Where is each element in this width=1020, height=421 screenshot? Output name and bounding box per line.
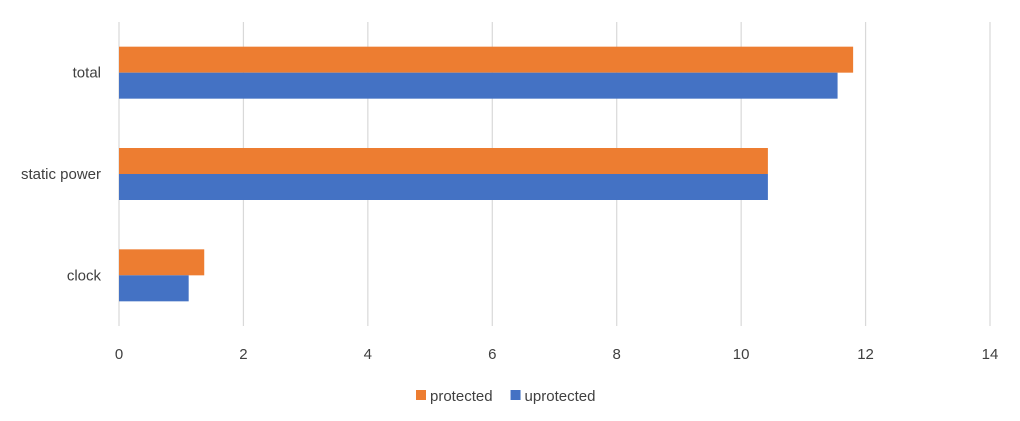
x-tick-label: 6 <box>488 346 496 363</box>
legend-label: uprotected <box>525 388 596 405</box>
legend-swatch <box>416 390 426 400</box>
legend: protected uprotected <box>416 388 595 405</box>
x-tick-label: 2 <box>239 346 247 363</box>
x-tick-label: 8 <box>613 346 621 363</box>
bar-uprotected-total <box>119 72 838 99</box>
category-label: static power <box>21 166 101 183</box>
x-tick-label: 12 <box>857 346 874 363</box>
x-tick-label: 10 <box>733 346 750 363</box>
bar-uprotected-clock <box>119 275 189 302</box>
x-tick-label: 4 <box>364 346 372 363</box>
bars <box>119 46 854 302</box>
x-tick-label: 14 <box>982 346 999 363</box>
bar-protected-static-power <box>119 148 768 174</box>
bar-protected-total <box>119 46 854 73</box>
bar-uprotected-static-power <box>119 174 768 200</box>
axes: 0 2 4 6 8 10 12 14 total static power clock <box>21 65 998 363</box>
legend-swatch <box>510 390 521 400</box>
category-label: clock <box>67 267 102 284</box>
legend-label: protected <box>430 388 493 405</box>
category-label: total <box>73 65 101 82</box>
bar-protected-clock <box>119 249 205 276</box>
x-tick-label: 0 <box>115 346 123 363</box>
